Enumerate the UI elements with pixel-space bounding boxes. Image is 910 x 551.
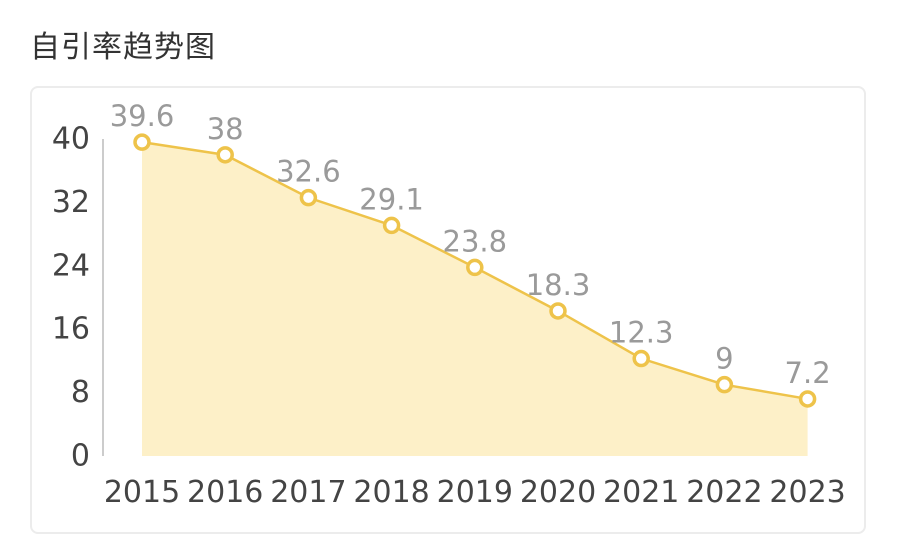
x-tick-label: 2018	[353, 475, 429, 510]
label-layer: 39.6 38 32.6 29.1 23.8 18.3 12.3 9 7.2	[110, 99, 831, 390]
x-tick-label: 2022	[686, 475, 762, 510]
x-tick-label: 2020	[520, 475, 596, 510]
data-point	[798, 390, 817, 408]
x-tick-label: 2017	[270, 475, 346, 510]
data-point	[632, 349, 650, 368]
x-tick-label: 2015	[104, 475, 180, 510]
chart-title: 自引率趋势图	[30, 30, 216, 65]
y-tick-label: 40	[52, 122, 90, 157]
data-point	[382, 216, 401, 235]
data-label: 7.2	[785, 356, 831, 390]
data-label: 38	[207, 112, 244, 146]
data-point	[549, 302, 567, 320]
data-point	[133, 133, 151, 151]
data-label: 39.6	[110, 99, 175, 133]
x-tick-label: 2016	[187, 475, 263, 510]
data-label: 9	[715, 342, 733, 376]
series-area	[142, 142, 808, 457]
y-tick-label: 24	[52, 248, 90, 283]
data-point	[299, 188, 318, 207]
y-tick-label: 16	[52, 312, 90, 347]
data-label: 29.1	[359, 182, 424, 216]
x-tick-label: 2019	[437, 475, 513, 510]
marker-layer	[133, 133, 817, 408]
data-label: 23.8	[443, 224, 508, 258]
x-tick-label: 2021	[603, 475, 679, 510]
y-tick-label: 8	[71, 375, 90, 410]
data-point	[466, 258, 484, 277]
data-label: 12.3	[609, 316, 674, 350]
x-tick-label: 2023	[769, 475, 845, 510]
data-label: 18.3	[526, 268, 591, 302]
area-layer	[142, 142, 808, 457]
data-label: 32.6	[276, 155, 341, 189]
y-tick-label: 32	[52, 185, 90, 220]
data-point	[216, 146, 234, 164]
data-point	[715, 375, 734, 394]
y-tick-label: 0	[71, 439, 90, 474]
